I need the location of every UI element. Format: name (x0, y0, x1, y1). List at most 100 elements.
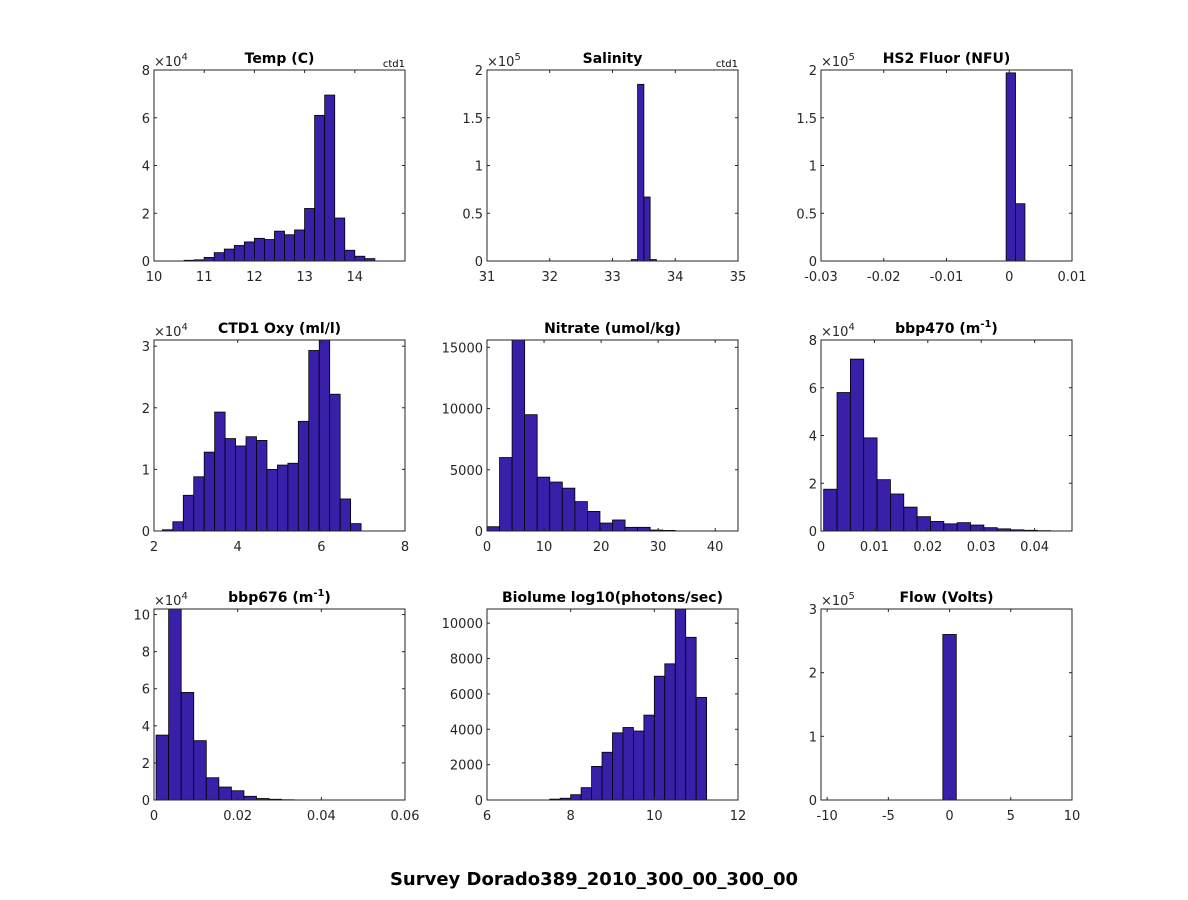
histogram-bar (329, 393, 341, 532)
histogram-bar (863, 437, 878, 532)
histogram-bar (591, 765, 603, 801)
histogram-bar (486, 526, 500, 532)
histogram-bar (213, 252, 225, 262)
y-tick-label: 6 (142, 683, 150, 698)
x-tick-label: 8 (567, 809, 575, 824)
histogram-bar (570, 794, 582, 801)
panel-title: Nitrate (umol/kg) (544, 321, 681, 337)
histogram-bar (637, 83, 645, 262)
y-tick-label: 2 (475, 64, 483, 79)
y-tick-label: 4 (142, 720, 150, 735)
x-tick-label: 14 (347, 270, 364, 285)
histogram-bar (274, 230, 285, 262)
x-tick-label: -0.03 (804, 270, 838, 285)
histogram-bar (983, 527, 998, 532)
y-tick-label: 0 (142, 255, 150, 270)
x-tick-label: 0.02 (223, 809, 252, 824)
x-tick-label: 0 (150, 809, 158, 824)
y-tick-label: 8 (142, 646, 150, 661)
x-tick-label: 10 (646, 809, 663, 824)
x-tick-label: 0.04 (307, 809, 336, 824)
histogram-bar (612, 732, 624, 801)
axes-box (486, 608, 739, 801)
x-tick-label: 6 (317, 540, 325, 555)
x-tick-label: 35 (730, 270, 747, 285)
y-tick-label: 10000 (442, 403, 483, 418)
histogram-bar (890, 493, 905, 532)
histogram-bar (653, 675, 666, 801)
histogram-bar (1015, 203, 1026, 262)
x-tick-label: 6 (483, 809, 491, 824)
x-tick-label: 0.03 (967, 540, 996, 555)
y-axis-multiplier: ×105 (821, 591, 855, 609)
histogram-bar (612, 519, 626, 532)
x-tick-label: 33 (604, 270, 621, 285)
y-tick-label: 8000 (450, 653, 483, 668)
histogram-bar (587, 511, 601, 532)
histogram-bar (536, 476, 551, 532)
panel-tag: ctd1 (716, 59, 738, 70)
histogram-bar (203, 451, 216, 532)
y-tick-label: 0 (809, 255, 817, 270)
histogram-bar (956, 522, 971, 532)
histogram-bar (235, 445, 247, 532)
histogram-panel-2: 31 32 33 34 35 0 0.5 1 1.5 2 ×105 Salinity ctd1 (462, 51, 746, 285)
y-tick-label: 0 (475, 255, 483, 270)
histogram-bar (511, 339, 526, 532)
y-tick-label: 0.5 (796, 207, 817, 222)
y-tick-label: 4 (142, 160, 150, 175)
y-tick-label: 10000 (442, 617, 483, 632)
y-tick-label: 1.5 (796, 112, 817, 127)
histogram-bar (245, 436, 257, 532)
histogram-bar (823, 488, 838, 532)
histogram-bar (233, 245, 245, 262)
histogram-bar (253, 237, 265, 262)
x-tick-label: 0.01 (1058, 270, 1087, 285)
histogram-bar (942, 634, 957, 801)
histogram-panel-4: 2 4 6 8 0 1 2 3 ×104 CTD1 Oxy (ml/l) (142, 321, 409, 555)
histogram-bar (203, 257, 215, 262)
y-tick-label: 1 (475, 160, 483, 175)
histogram-panel-9: -10 -5 0 5 10 0 1 2 3 ×105 Flow (Volts) (809, 590, 1081, 824)
y-tick-label: 2 (142, 207, 150, 222)
panel-title: CTD1 Oxy (ml/l) (218, 321, 341, 337)
histogram-bar (836, 392, 851, 532)
histogram-bar (633, 730, 645, 801)
y-tick-label: 1 (809, 160, 817, 175)
y-tick-label: 2 (809, 477, 817, 492)
histogram-bar (297, 420, 310, 532)
histogram-bar (674, 608, 687, 801)
y-tick-label: 0 (142, 794, 150, 809)
y-tick-label: 5000 (450, 464, 483, 479)
histogram-bar (324, 94, 336, 262)
histogram-bar (685, 636, 697, 801)
histogram-bar (1005, 72, 1016, 262)
histogram-bar (168, 608, 182, 801)
y-tick-label: 2 (809, 64, 817, 79)
histogram-bar (344, 249, 356, 262)
y-tick-label: 15000 (442, 341, 483, 356)
panel-title: Salinity (583, 51, 643, 67)
x-tick-label: 8 (401, 540, 409, 555)
histogram-bar (277, 464, 289, 532)
histogram-bar (334, 217, 346, 262)
histogram-panel-5: 0 10 20 30 40 0 5000 10000 15000 Nitrate (umol/kg… (442, 321, 739, 555)
y-axis-multiplier: ×104 (154, 52, 188, 70)
panel-title: Biolume log10(photons/sec) (502, 590, 723, 606)
histogram-bar (214, 411, 226, 532)
axes-box (486, 339, 739, 532)
y-tick-label: 1 (809, 730, 817, 745)
histogram-bar (350, 523, 362, 532)
histogram-bar (218, 786, 232, 801)
histogram-bar (849, 358, 865, 532)
histogram-bar (243, 795, 257, 801)
histogram-bar (624, 526, 638, 532)
histogram-bar (308, 350, 320, 532)
histogram-bar (294, 229, 305, 262)
y-tick-label: 0 (809, 794, 817, 809)
histogram-bar (256, 440, 268, 532)
x-tick-label: 20 (593, 540, 610, 555)
histogram-bar (876, 479, 891, 532)
y-axis-multiplier: ×105 (821, 52, 855, 70)
histogram-panel-6: 0 0.01 0.02 0.03 0.04 0 2 4 6 8 ×104 bbp470 (m-1) (809, 319, 1073, 555)
